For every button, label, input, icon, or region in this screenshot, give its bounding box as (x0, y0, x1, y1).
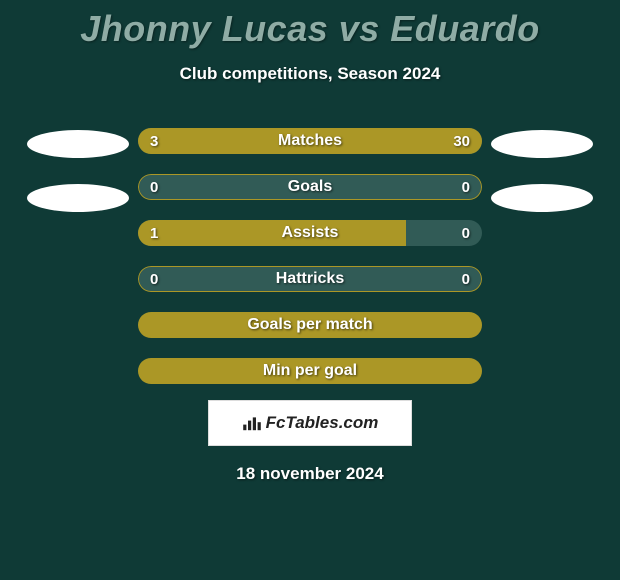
chart-bars-icon (242, 415, 262, 431)
player-marker (27, 130, 129, 158)
stat-bar: Assists1 0 (138, 220, 482, 246)
bar-label: Min per goal (138, 358, 482, 384)
stat-bar: Goals per match (138, 312, 482, 338)
bar-label: Hattricks (138, 266, 482, 292)
chart-date: 18 november 2024 (0, 464, 620, 484)
bar-right-value: 0 (462, 266, 470, 292)
bar-label: Assists (138, 220, 482, 246)
bar-left-value: 0 (150, 174, 158, 200)
bar-left-value: 0 (150, 266, 158, 292)
bar-right-value: 0 (462, 174, 470, 200)
left-player-column (18, 128, 138, 238)
stat-bar: Matches3 30 (138, 128, 482, 154)
bar-left-value: 3 (150, 128, 158, 154)
bar-right-value: 30 (453, 128, 470, 154)
bars-container: Matches330Goals00Assists10Hattricks00Goa… (138, 128, 482, 384)
stat-bar: Hattricks0 0 (138, 266, 482, 292)
logo-text: FcTables.com (266, 413, 379, 433)
stat-bar: Goals0 0 (138, 174, 482, 200)
player-marker (491, 184, 593, 212)
player-marker (491, 130, 593, 158)
bar-label: Goals per match (138, 312, 482, 338)
bar-label: Matches (138, 128, 482, 154)
comparison-chart: Matches330Goals00Assists10Hattricks00Goa… (0, 128, 620, 384)
player-marker (27, 184, 129, 212)
stat-bar: Min per goal (138, 358, 482, 384)
bar-left-value: 1 (150, 220, 158, 246)
bar-right-value: 0 (462, 220, 470, 246)
page-title: Jhonny Lucas vs Eduardo (0, 0, 620, 50)
page-subtitle: Club competitions, Season 2024 (0, 64, 620, 84)
fctables-logo: FcTables.com (208, 400, 412, 446)
right-player-column (482, 128, 602, 238)
bar-label: Goals (138, 174, 482, 200)
